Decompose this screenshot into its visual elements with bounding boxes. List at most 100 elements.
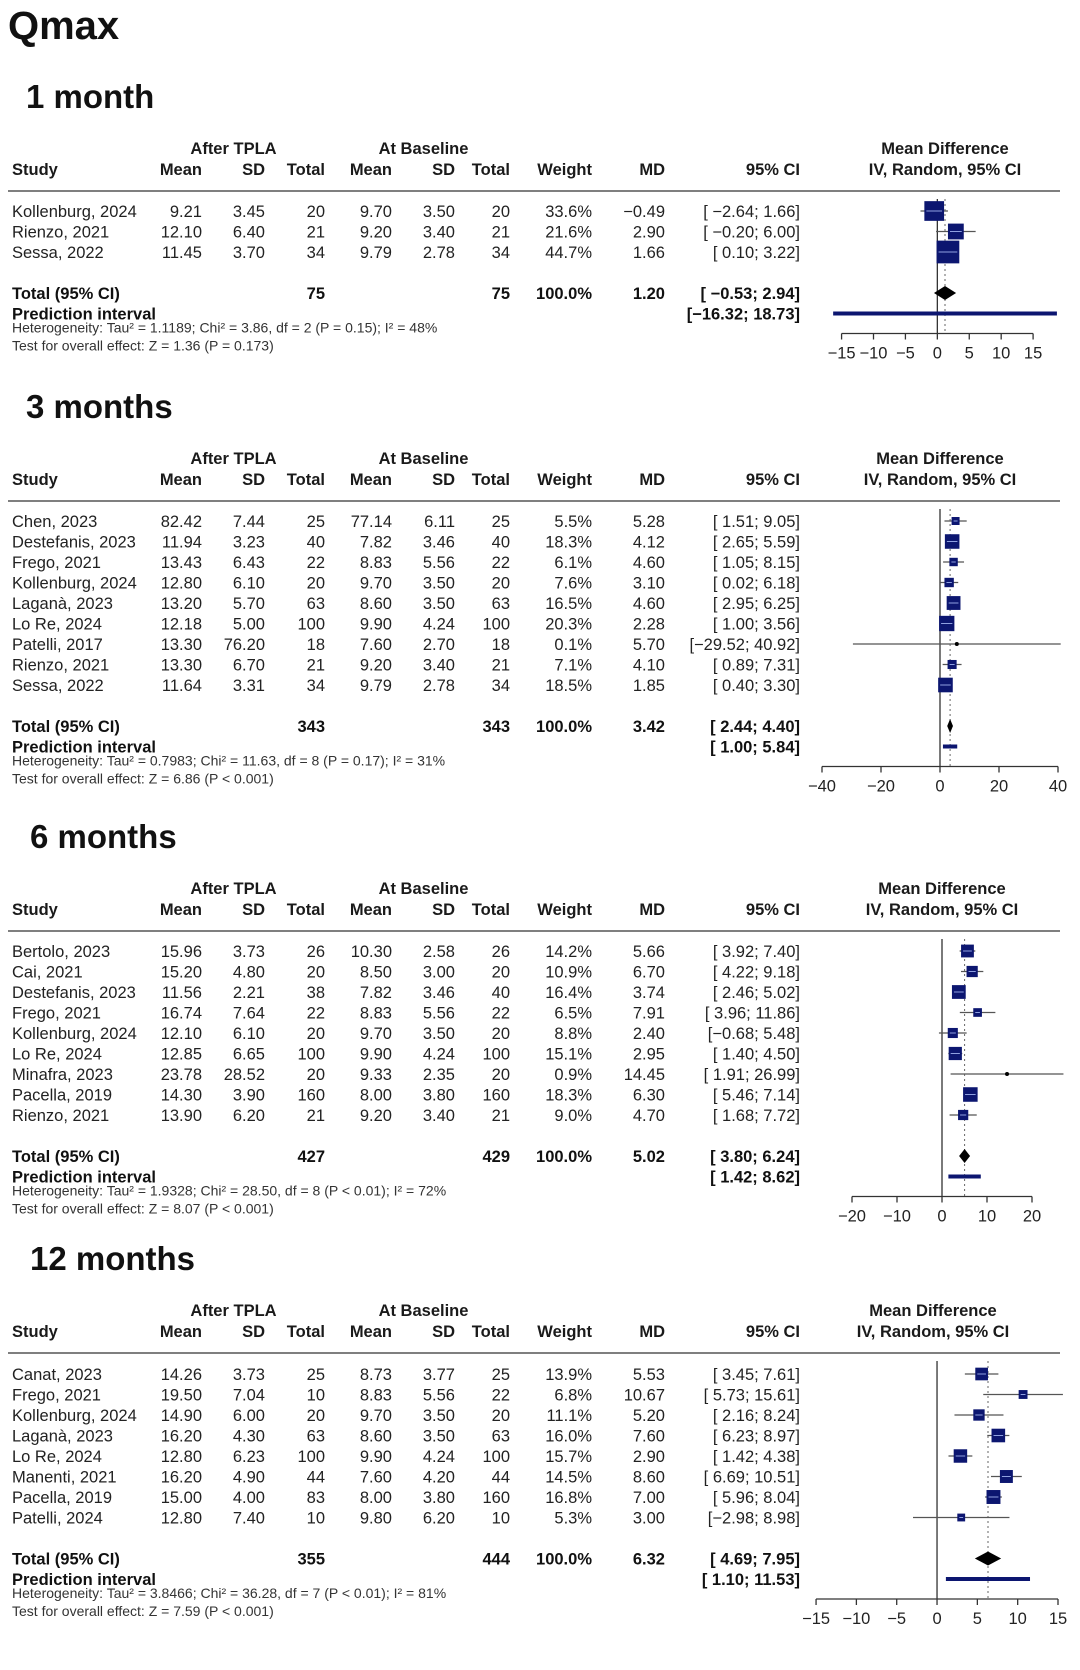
- x-tick-label: 40: [1049, 778, 1067, 796]
- column-header-md: MD: [639, 901, 665, 919]
- x-tick-label: −5: [887, 1610, 906, 1628]
- cell-md: 2.90: [633, 224, 665, 242]
- cell-mean2: 9.90: [360, 1448, 392, 1466]
- cell-sd2: 4.20: [423, 1469, 455, 1487]
- cell-ci: [ 3.92; 7.40]: [713, 943, 800, 961]
- cell-md: 2.95: [633, 1046, 665, 1064]
- study-label: Minafra, 2023: [12, 1066, 113, 1084]
- study-label: Chen, 2023: [12, 513, 97, 531]
- cell-sd1: 6.20: [233, 1107, 265, 1125]
- summary-diamond: [959, 1149, 971, 1163]
- column-header-ci: 95% CI: [746, 161, 800, 179]
- panel-title: 3 months: [26, 388, 173, 425]
- cell-n1: 83: [307, 1489, 325, 1507]
- cell-n2: 20: [492, 1066, 510, 1084]
- panel-title: 12 months: [30, 1240, 196, 1277]
- cell-md: 2.40: [633, 1025, 665, 1043]
- column-header-n2: Total: [472, 901, 510, 919]
- cell-mean2: 10.30: [351, 943, 392, 961]
- cell-n1: 34: [307, 244, 325, 262]
- x-tick-label: 0: [937, 1208, 946, 1226]
- column-header-n2: Total: [472, 161, 510, 179]
- total-n2: 343: [482, 718, 510, 736]
- cell-sd2: 5.56: [423, 554, 455, 572]
- cell-sd1: 7.40: [233, 1510, 265, 1528]
- cell-mean2: 9.20: [360, 1107, 392, 1125]
- column-header-ci: 95% CI: [746, 471, 800, 489]
- cell-n2: 160: [482, 1087, 510, 1105]
- summary-diamond: [947, 719, 953, 733]
- cell-mean2: 77.14: [351, 513, 392, 531]
- cell-sd1: 7.64: [233, 1005, 265, 1023]
- total-ci: [ 3.80; 6.24]: [710, 1148, 800, 1166]
- prediction-bar: [945, 1577, 1031, 1581]
- cell-mean2: 9.90: [360, 1046, 392, 1064]
- cell-weight: 18.5%: [545, 677, 592, 695]
- forest-plot: After TPLA At Baseline Mean Difference Stud…: [8, 880, 1064, 1226]
- cell-mean2: 7.82: [360, 534, 392, 552]
- study-label: Manenti, 2021: [12, 1469, 117, 1487]
- cell-sd2: 2.78: [423, 244, 455, 262]
- cell-mean1: 82.42: [161, 513, 202, 531]
- cell-ci: [ 0.10; 3.22]: [713, 244, 800, 262]
- effect-header: Mean Difference: [876, 450, 1003, 468]
- cell-weight: 16.5%: [545, 595, 592, 613]
- overall-effect-text: Test for overall effect: Z = 1.36 (P = 0…: [12, 338, 274, 354]
- cell-mean1: 11.45: [162, 244, 202, 262]
- cell-mean2: 8.83: [360, 554, 392, 572]
- x-tick-label: −5: [896, 345, 915, 363]
- total-label: Total (95% CI): [12, 285, 120, 303]
- group1-header: After TPLA: [190, 880, 276, 898]
- cell-sd2: 2.58: [423, 943, 455, 961]
- point-marker: [1005, 1072, 1010, 1076]
- cell-n1: 20: [307, 964, 325, 982]
- cell-n2: 22: [492, 1005, 510, 1023]
- cell-mean1: 16.20: [161, 1428, 202, 1446]
- effect-header: Mean Difference: [878, 880, 1005, 898]
- cell-sd1: 28.52: [224, 1066, 265, 1084]
- summary-diamond: [933, 286, 957, 300]
- cell-n2: 40: [492, 534, 510, 552]
- cell-md: 7.60: [633, 1428, 665, 1446]
- cell-mean2: 8.00: [360, 1087, 392, 1105]
- cell-n1: 20: [307, 203, 325, 221]
- cell-ci: [−0.68; 5.48]: [708, 1025, 800, 1043]
- cell-n2: 160: [482, 1489, 510, 1507]
- cell-sd2: 4.24: [423, 1046, 455, 1064]
- cell-weight: 5.3%: [554, 1510, 592, 1528]
- cell-weight: 15.7%: [545, 1448, 592, 1466]
- cell-mean1: 14.90: [161, 1407, 202, 1425]
- forest-panel-1-month: 1 month After TPLA At Baseline Mean Differ…: [0, 78, 1080, 368]
- cell-ci: [ 2.16; 8.24]: [713, 1407, 800, 1425]
- cell-n2: 21: [492, 1107, 510, 1125]
- x-tick-label: 10: [978, 1208, 996, 1226]
- cell-weight: 33.6%: [545, 203, 592, 221]
- x-tick-label: 15: [1049, 1610, 1067, 1628]
- overall-effect-text: Test for overall effect: Z = 8.07 (P < 0…: [12, 1201, 274, 1217]
- total-ci: [ 2.44; 4.40]: [710, 718, 800, 736]
- cell-mean2: 8.60: [360, 1428, 392, 1446]
- cell-weight: 6.8%: [554, 1387, 592, 1405]
- x-tick-label: 5: [973, 1610, 982, 1628]
- total-md: 3.42: [633, 718, 665, 736]
- cell-sd2: 3.50: [423, 203, 455, 221]
- study-label: Laganà, 2023: [12, 595, 113, 613]
- cell-weight: 44.7%: [545, 244, 592, 262]
- cell-md: 1.66: [633, 244, 665, 262]
- cell-ci: [ 0.89; 7.31]: [713, 657, 800, 675]
- cell-mean2: 9.70: [360, 1407, 392, 1425]
- cell-sd1: 2.21: [233, 984, 265, 1002]
- x-tick-label: 15: [1024, 345, 1042, 363]
- heterogeneity-text: Heterogeneity: Tau² = 1.1189; Chi² = 3.8…: [12, 320, 437, 336]
- x-tick-label: 20: [990, 778, 1008, 796]
- cell-ci: [ 5.96; 8.04]: [713, 1489, 800, 1507]
- cell-ci: [−29.52; 40.92]: [689, 636, 800, 654]
- cell-mean1: 14.30: [161, 1087, 202, 1105]
- total-md: 1.20: [633, 285, 665, 303]
- study-label: Rienzo, 2021: [12, 657, 109, 675]
- cell-sd1: 3.90: [233, 1087, 265, 1105]
- cell-md: −0.49: [623, 203, 665, 221]
- cell-weight: 18.3%: [545, 534, 592, 552]
- cell-sd1: 6.43: [233, 554, 265, 572]
- prediction-bar: [948, 1174, 981, 1179]
